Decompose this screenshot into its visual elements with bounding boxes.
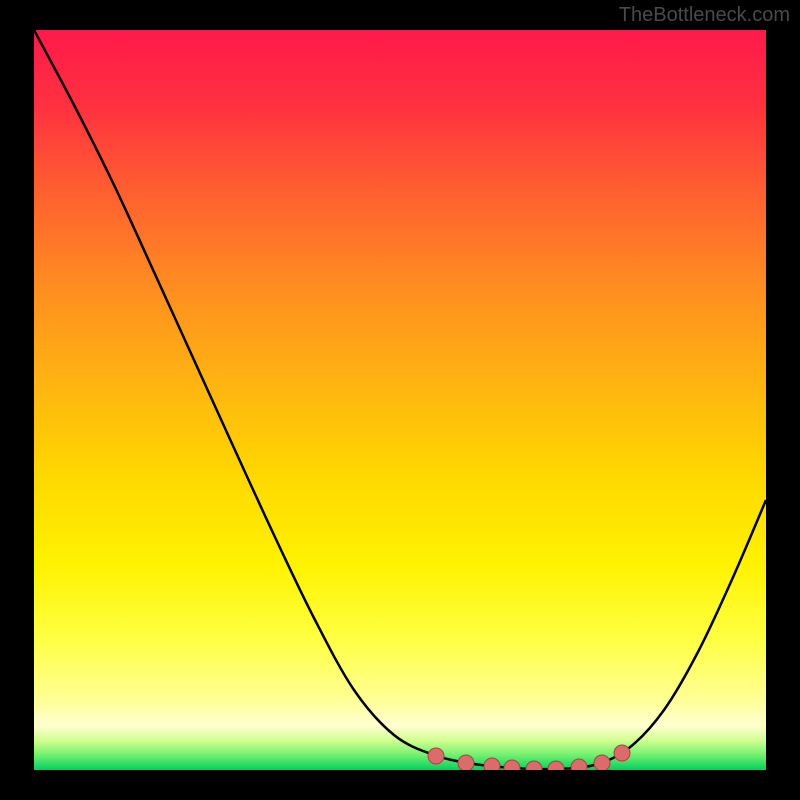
bottleneck-curve [34, 30, 766, 769]
chart-container: TheBottleneck.com [0, 0, 800, 800]
data-point [594, 755, 610, 770]
watermark-text: TheBottleneck.com [619, 4, 790, 27]
data-point [428, 748, 444, 764]
data-point [504, 760, 520, 770]
data-point [484, 758, 500, 770]
plot-area [34, 30, 766, 770]
data-point [614, 745, 630, 761]
curve-layer [34, 30, 766, 770]
data-point [548, 761, 564, 770]
data-point [526, 761, 542, 770]
data-point [458, 755, 474, 770]
data-point [571, 759, 587, 770]
data-dots [428, 745, 630, 770]
